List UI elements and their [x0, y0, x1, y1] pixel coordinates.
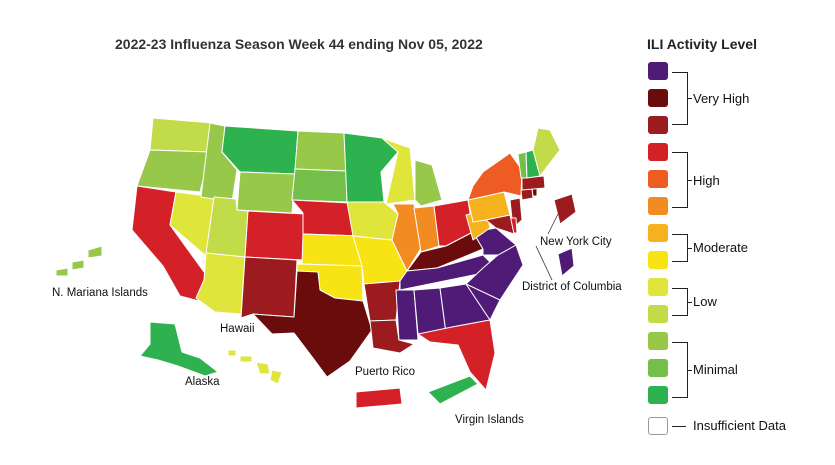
label-alaska: Alaska — [185, 376, 220, 388]
legend-swatch-level-9 — [648, 170, 668, 188]
legend-group-very-high: Very High — [693, 91, 750, 106]
region-ks — [301, 233, 363, 267]
region-mi — [414, 159, 443, 207]
legend-swatch-level-7 — [648, 224, 668, 242]
legend-insufficient-label: Insufficient Data — [693, 418, 786, 433]
region-tx — [252, 270, 373, 378]
region-nd — [294, 130, 347, 172]
region-me — [532, 127, 561, 177]
legend-title: ILI Activity Level — [647, 36, 757, 52]
region-ny — [467, 152, 523, 201]
legend-swatch-level-8 — [648, 197, 668, 215]
region-sd — [291, 168, 348, 203]
legend-swatch-level-12 — [648, 89, 668, 107]
nyc-leader-line — [547, 213, 559, 235]
region-wi — [381, 137, 416, 205]
map-title: 2022-23 Influenza Season Week 44 ending … — [115, 36, 483, 52]
legend-swatch-level-5 — [648, 278, 668, 296]
legend-swatch-level-3 — [648, 332, 668, 350]
label-district-of-columbia: District of Columbia — [522, 281, 622, 293]
legend-swatch-level-11 — [648, 116, 668, 134]
region-md — [485, 214, 515, 235]
dc-leader-line — [535, 245, 553, 281]
region-hi — [227, 349, 283, 385]
legend-group-high: High — [693, 173, 720, 188]
bracket-minimal — [672, 342, 688, 398]
region-nmi — [55, 245, 103, 277]
region-la — [369, 319, 415, 354]
legend-swatch-level-13 — [648, 62, 668, 80]
region-or — [136, 149, 211, 193]
legend-group-low: Low — [693, 294, 717, 309]
bracket-high — [672, 152, 688, 208]
region-wy — [236, 171, 296, 214]
region-co — [244, 210, 306, 261]
label-hawaii: Hawaii — [220, 323, 255, 335]
region-ms — [395, 289, 419, 341]
legend-swatch-level-1 — [648, 386, 668, 404]
region-vi — [427, 375, 479, 405]
region-wa — [149, 117, 213, 153]
bracket-moderate — [672, 234, 688, 262]
label-virgin-islands: Virgin Islands — [455, 414, 524, 426]
label-puerto-rico: Puerto Rico — [355, 366, 416, 378]
legend-swatch-level-10 — [648, 143, 668, 161]
label-n-mariana-islands: N. Mariana Islands — [52, 287, 148, 299]
label-new-york-city: New York City — [540, 236, 612, 248]
legend-group-moderate: Moderate — [693, 240, 748, 255]
region-nm — [240, 256, 298, 319]
region-nyc — [553, 193, 577, 225]
legend-swatch-level-2 — [648, 359, 668, 377]
bracket-low — [672, 288, 688, 316]
region-fl — [417, 319, 496, 391]
legend-swatch-insufficient — [648, 417, 668, 435]
region-ak — [139, 321, 219, 377]
legend-group-minimal: Minimal — [693, 362, 738, 377]
region-ia — [346, 201, 399, 241]
region-dc — [557, 247, 575, 277]
bracket-very-high — [672, 72, 688, 125]
region-az — [195, 252, 246, 315]
legend-swatch-level-4 — [648, 305, 668, 323]
legend-swatch-level-6 — [648, 251, 668, 269]
region-ar — [363, 280, 401, 322]
region-pr — [355, 387, 403, 409]
